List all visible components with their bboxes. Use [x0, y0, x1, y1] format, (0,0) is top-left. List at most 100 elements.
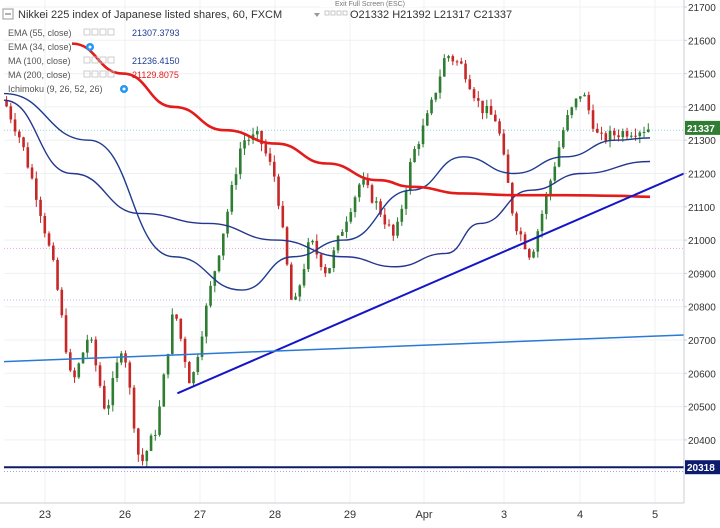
- candle-body: [209, 285, 212, 306]
- price-tick-label: 21000: [688, 236, 716, 247]
- indicator-label[interactable]: MA (100, close): [8, 56, 71, 66]
- candle-body: [506, 154, 510, 183]
- candle-body: [137, 428, 140, 455]
- candle-body: [549, 180, 552, 195]
- indicator-value: 21236.4150: [132, 56, 180, 66]
- current-price-label: 21337: [687, 124, 715, 135]
- indicator-option-icon[interactable]: [83, 70, 91, 78]
- candle-body: [226, 211, 229, 234]
- time-axis-bg[interactable]: [0, 503, 720, 523]
- indicator-legend: Nikkei 225 index of Japanese listed shar…: [2, 0, 512, 94]
- indicator-label[interactable]: EMA (34, close): [8, 42, 72, 52]
- candle-body: [5, 100, 8, 107]
- exit-fullscreen-bg[interactable]: [320, 0, 420, 7]
- candle-body: [217, 255, 221, 272]
- current-price-badge: [685, 120, 720, 135]
- candle-body: [545, 194, 548, 214]
- candle-body: [128, 362, 132, 388]
- indicator-option-icon[interactable]: [83, 56, 91, 64]
- ma-line-2: [71, 42, 651, 199]
- indicator-option-icon[interactable]: [107, 56, 115, 64]
- chevron-down-icon[interactable]: [314, 13, 320, 17]
- indicator-label[interactable]: MA (200, close): [8, 70, 71, 80]
- candle-body: [472, 89, 476, 99]
- candle-body: [455, 61, 459, 63]
- ascending-trendline[interactable]: [177, 172, 685, 395]
- candle-body: [319, 254, 323, 267]
- candle-body: [239, 148, 242, 175]
- candle-body: [400, 208, 404, 222]
- candle-body: [460, 61, 463, 64]
- candle-body: [353, 197, 357, 213]
- sloped-level-line[interactable]: [3, 334, 685, 363]
- toolbar-square-icon[interactable]: [330, 10, 336, 16]
- indicator-option-icon[interactable]: [99, 56, 107, 64]
- candle-body: [383, 214, 387, 225]
- indicator-option-icon[interactable]: [107, 70, 115, 78]
- candle-body: [596, 128, 599, 133]
- candle-body: [60, 289, 64, 316]
- candle-body: [604, 133, 608, 141]
- candle-body: [562, 130, 565, 148]
- candle-body: [281, 205, 285, 228]
- candle-body: [566, 115, 569, 131]
- candle-body: [396, 221, 399, 236]
- time-tick-label: 23: [39, 509, 51, 521]
- indicator-option-icon[interactable]: [91, 28, 99, 36]
- candle-body: [570, 107, 574, 116]
- candle-body: [154, 434, 157, 436]
- candle-body: [103, 385, 106, 409]
- candle-body: [617, 135, 620, 138]
- candle-body: [13, 119, 17, 132]
- indicator-option-icon[interactable]: [107, 28, 115, 36]
- time-tick-label: 5: [652, 509, 658, 521]
- candle-body: [553, 166, 557, 181]
- candle-body: [256, 131, 259, 135]
- dotted-levels: [4, 129, 684, 473]
- candle-body: [298, 285, 302, 297]
- price-tick-label: 21600: [688, 36, 716, 47]
- candle-body: [515, 213, 518, 232]
- time-tick-label: 4: [577, 509, 583, 521]
- time-tick-label: Apr: [415, 509, 432, 521]
- candle-body: [379, 201, 382, 215]
- candle-body: [336, 235, 340, 251]
- candle-body: [307, 242, 310, 270]
- candle-body: [264, 144, 268, 154]
- candle-body: [634, 135, 637, 137]
- indicator-label[interactable]: EMA (55, close): [8, 28, 72, 38]
- indicator-option-icon[interactable]: [91, 56, 99, 64]
- toolbar-square-icon[interactable]: [324, 10, 330, 16]
- trend-drawings[interactable]: [3, 172, 685, 469]
- price-tick-label: 20400: [688, 436, 716, 447]
- price-tick-label: 21300: [688, 136, 716, 147]
- candle-body: [285, 227, 289, 265]
- price-axis-bg[interactable]: [684, 0, 720, 523]
- candle-body: [579, 96, 582, 99]
- candle-body: [358, 184, 361, 198]
- candle-body: [230, 185, 234, 212]
- candle-body: [642, 131, 646, 133]
- candle-body: [145, 450, 149, 462]
- hidden-eye-pupil: [88, 45, 92, 49]
- indicator-option-icon[interactable]: [99, 28, 107, 36]
- toolbar-square-icon[interactable]: [336, 10, 342, 16]
- candle-body: [315, 240, 319, 255]
- candle-body: [9, 106, 13, 120]
- candle-body: [519, 231, 523, 235]
- toolbar-square-icon[interactable]: [342, 10, 348, 16]
- indicator-label[interactable]: Ichimoku (9, 26, 52, 26): [8, 84, 103, 94]
- candle-body: [489, 105, 493, 115]
- candle-body: [30, 167, 34, 179]
- indicator-option-icon[interactable]: [91, 70, 99, 78]
- candle-body: [477, 98, 480, 101]
- indicator-value: 21307.3793: [132, 28, 180, 38]
- candle-body: [77, 363, 81, 378]
- candle-body: [302, 269, 306, 286]
- candle-body: [171, 314, 174, 354]
- indicator-option-icon[interactable]: [99, 70, 107, 78]
- exit-fullscreen-label[interactable]: Exit Full Screen (ESC): [335, 1, 405, 8]
- indicator-option-icon[interactable]: [83, 28, 91, 36]
